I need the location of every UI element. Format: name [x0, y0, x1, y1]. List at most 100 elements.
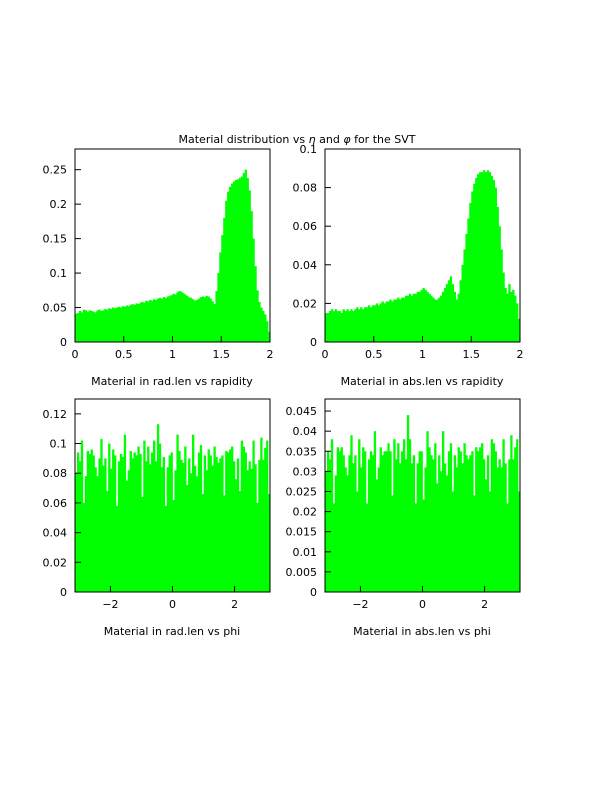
histogram-bar — [76, 313, 80, 342]
histogram-bar — [403, 297, 406, 342]
histogram-bar — [518, 491, 521, 592]
caption-radlen-vs-rapidity: Material in rad.len vs rapidity — [91, 375, 253, 388]
histogram-bar — [457, 447, 460, 592]
histogram-bar — [383, 303, 386, 342]
y-tick-label: 0.01 — [293, 546, 318, 559]
x-tick-label: 0 — [322, 348, 329, 361]
histogram-bar — [328, 459, 332, 592]
histogram-bar — [418, 291, 421, 342]
histogram-bar — [416, 291, 419, 342]
histogram-bar — [149, 299, 152, 342]
histogram-bar — [201, 296, 205, 342]
histogram-bar — [348, 455, 351, 592]
histogram-bar — [492, 179, 495, 342]
histogram-bar — [479, 172, 482, 342]
histogram-bar — [488, 172, 492, 342]
histogram-bar — [401, 297, 404, 342]
histogram-bar — [473, 183, 476, 342]
histogram-bar — [244, 169, 247, 342]
histogram-bar — [192, 299, 195, 342]
y-tick-label: 0.25 — [43, 164, 68, 177]
histogram-bar — [147, 301, 150, 342]
x-tick-label: 1.5 — [463, 348, 481, 361]
histogram-bar — [410, 463, 414, 592]
histogram-bar — [512, 459, 515, 592]
histogram-bar — [133, 304, 136, 342]
histogram-bar — [508, 284, 511, 342]
histogram-bar — [445, 475, 449, 592]
y-tick-label: 0.12 — [43, 408, 68, 421]
histogram-bar — [219, 252, 222, 342]
histogram-bar — [180, 459, 183, 592]
histogram-bar — [252, 238, 255, 342]
histogram-bar — [387, 301, 390, 342]
histogram-bar — [422, 287, 425, 342]
histogram-bar — [473, 495, 476, 592]
histogram-bar — [106, 491, 109, 592]
y-tick-label: 0.15 — [43, 233, 68, 246]
histogram-bar — [229, 449, 232, 592]
y-tick-label: 0.035 — [286, 445, 318, 458]
histogram-bar — [338, 451, 341, 592]
histogram-bar — [334, 309, 338, 342]
histogram-bar — [242, 173, 245, 342]
histogram-bar — [449, 443, 453, 592]
histogram-bar — [106, 309, 109, 342]
y-tick-label: 0.03 — [293, 465, 318, 478]
histogram-bar — [436, 483, 439, 592]
histogram-bar — [199, 297, 203, 342]
histogram-bar — [332, 311, 336, 342]
histogram-bar — [367, 305, 371, 342]
histogram-bar — [475, 177, 478, 342]
histogram-bar — [404, 295, 408, 342]
histogram-bar — [246, 470, 249, 592]
histogram-bar — [414, 503, 417, 592]
histogram-bar — [168, 295, 171, 342]
histogram-bar — [153, 299, 156, 342]
histogram-bar — [490, 176, 494, 342]
panel-abslen-vs-phi: 0 0.005 0.01 0.015 0.02 0.025 0.03 0.035 0.04 0.0… — [286, 398, 521, 611]
histogram-bar — [114, 308, 117, 342]
histogram-bar — [502, 272, 505, 342]
x-tick-label: 1 — [419, 348, 426, 361]
histogram-bar — [350, 309, 353, 342]
caption-abslen-vs-phi: Material in abs.len vs phi — [353, 625, 491, 638]
histogram-bar — [377, 305, 380, 342]
histogram-bar — [500, 249, 503, 342]
histogram-bar — [496, 206, 499, 342]
histogram-bar — [467, 459, 470, 592]
histogram-bar — [488, 491, 492, 592]
histogram-bar — [108, 443, 111, 592]
histogram-bar — [147, 446, 150, 592]
histogram-bar — [90, 449, 93, 592]
histogram-bar — [92, 455, 95, 592]
histogram-bar — [129, 304, 132, 342]
histogram-bar — [188, 297, 191, 342]
histogram-bar — [201, 494, 205, 592]
histogram-bar — [76, 452, 80, 592]
histogram-bar — [414, 293, 417, 342]
histogram-bar — [221, 235, 224, 342]
histogram-bar — [364, 451, 367, 592]
histogram-bar — [240, 176, 244, 342]
histogram-bar — [98, 309, 101, 342]
histogram-bar — [418, 451, 421, 592]
histogram-bar — [344, 467, 347, 592]
histogram-bar — [334, 475, 338, 592]
histogram-bar — [443, 463, 447, 592]
histogram-bar — [332, 503, 336, 592]
histogram-bar — [471, 191, 474, 342]
histogram-bar — [162, 297, 166, 342]
histogram-bar — [397, 443, 400, 592]
histogram-bar — [494, 187, 497, 342]
histogram-bar — [153, 440, 156, 592]
histogram-bar — [516, 439, 519, 592]
y-tick-label: 0.06 — [293, 220, 318, 233]
histogram-bar — [514, 447, 517, 592]
histogram-bar — [340, 447, 343, 592]
histogram-bar — [391, 495, 394, 592]
histogram-bar — [86, 450, 89, 592]
histogram-bar — [385, 451, 388, 592]
histogram-bar — [151, 452, 154, 592]
histogram-bar — [221, 455, 224, 592]
